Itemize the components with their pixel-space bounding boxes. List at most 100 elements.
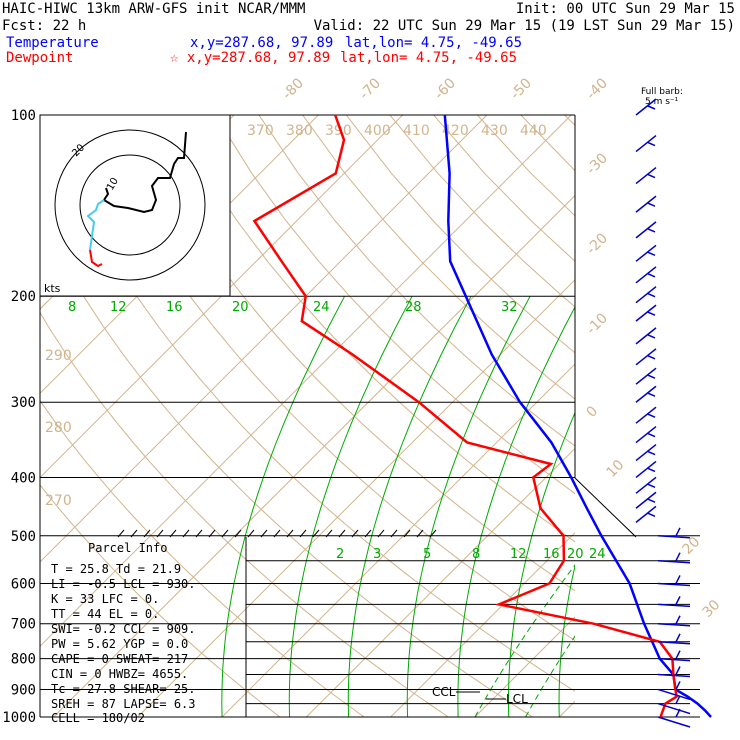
hatch-mark [390,529,398,538]
wind-barbs [635,98,691,728]
sounding-traces [252,114,712,718]
mixing-ratio-line [474,564,575,717]
header-valid: Valid: 22 UTC Sun 29 Mar 15 (19 LST Sun … [314,18,735,34]
wind-barb [635,286,657,304]
pressure-axis-label: 400 [11,470,36,486]
hatch-mark [351,529,359,538]
mixing-ratio-line [558,563,575,717]
header-fcst: Fcst: 22 h [2,18,86,34]
wind-barb-feather [647,512,656,518]
dry-adiabat-line [652,115,740,717]
hodograph-units: kts [44,282,61,295]
mixing-ratio-line [728,556,740,717]
wind-barb [657,688,691,701]
isotherm-line [137,279,575,717]
wind-barb [657,716,691,728]
parcel-row: SREH = 87 LAPSE= 6.3 [51,697,196,711]
wind-barb-feather [647,105,656,110]
wind-barb-feather [647,498,656,503]
wind-barb [635,385,657,403]
wind-barb [635,367,657,385]
wind-barb-feather [675,681,681,690]
hatch-mark [416,529,424,538]
parcel-row: LI = -0.5 LCL = 930. [51,577,196,591]
mixing-ratio-line [677,556,740,717]
wind-barb [635,348,657,366]
isotherm-label: -30 [584,150,611,177]
temp-legend-xy: x,y=287.68, 97.89 [190,35,333,51]
mixing-ratio-line [660,296,740,717]
hatch-mark [325,529,333,538]
parcel-info-title: Parcel Info [88,541,167,555]
parcel-info-box: Parcel Info T = 25.8 Td = 21.9 LI = -0.5… [51,541,196,725]
pressure-axis-label: 1000 [2,710,36,726]
hatch-mark [286,529,294,538]
hodograph-ring-10 [79,154,181,256]
wind-barb-feather [647,334,656,339]
dry-adiabat-label: 410 [403,123,430,139]
wind-barb-feather [647,141,656,147]
pressure-axis-label: 800 [11,652,36,668]
mixing-ratio-line [610,296,733,717]
dry-adiabat-line [214,115,575,495]
mixing-ratio-label: 3 [373,547,381,562]
dry-adiabat-line [433,115,575,262]
header-title: HAIC-HIWC 13km ARW-GFS init NCAR/MMM [2,1,305,17]
isotherm-line [40,115,403,479]
hatch-mark [130,529,138,538]
mixing-ratio-label: 20 [567,547,584,562]
mixing-ratio-label: 20 [232,300,249,315]
hatch-mark [143,529,151,538]
pressure-axis-label: 100 [11,108,36,124]
isotherm-label: -80 [280,75,307,102]
pressure-axis-label: 600 [11,576,36,592]
parcel-row: TT = 44 EL = 0. [51,607,159,621]
hatch-mark [364,529,372,538]
wind-barb-feather [647,228,656,233]
wind-barb [635,195,657,213]
pressure-axis-label: 500 [11,529,36,545]
hodograph-trace-lower [86,199,105,251]
wind-barb-feather [647,173,656,179]
pressure-axis-label: 300 [11,395,36,411]
wind-barb-feather [675,650,681,659]
dry-adiabat-label: 420 [442,123,469,139]
parcel-row: CAPE = 0 SWEAT= 217 [51,652,188,666]
wind-barb [635,491,657,509]
dry-adiabat-label: 430 [481,123,508,139]
hatch-mark [169,529,177,538]
hodograph-trace-mid [103,187,110,201]
hatch-mark [429,529,437,538]
hatch-mark [312,529,320,538]
wind-barb-feather [647,251,656,256]
barb-legend-line1: Full barb: [641,87,683,97]
mixing-ratio-label: 24 [313,300,330,315]
mixing-ratio-lines [221,295,740,717]
isotherm-line [390,531,575,717]
dry-adiabat-line [171,115,575,543]
dry-adiabat-line [608,115,740,717]
wind-barb [635,460,657,479]
hatch-mark [377,529,385,538]
wind-barb-feather [647,311,656,316]
wind-barb-feather [647,483,656,488]
parcel-row: PW = 5.62 YGP = 0.0 [51,637,188,651]
dry-adiabat-line [345,115,575,354]
temp-legend-label: Temperature [6,35,99,51]
wind-barb-feather [675,666,681,675]
ccl-label: CCL [432,685,456,699]
wind-barb-feather [647,374,656,379]
pressure-axis-label: 200 [11,289,36,305]
wind-barb [657,657,691,662]
mixing-ratio-line [457,305,575,717]
dry-adiabat-line [40,484,281,717]
wind-barb [657,673,691,678]
hatch-mark [403,529,411,538]
isotherm-label: -10 [584,310,611,337]
temperature-line [443,114,712,718]
wind-barb-feather [647,273,656,278]
wind-barb-feather [647,467,656,473]
dry-adiabat-line [302,115,575,400]
wind-barb [635,425,657,444]
